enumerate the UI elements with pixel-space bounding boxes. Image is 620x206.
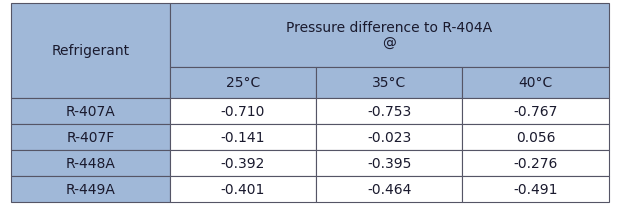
Bar [463,176,609,202]
Text: -0.276: -0.276 [513,156,558,170]
Text: 35°C: 35°C [372,76,406,90]
Bar [11,98,169,124]
Text: -0.141: -0.141 [221,130,265,144]
Bar [11,4,169,98]
Bar [11,124,169,150]
Bar [169,124,316,150]
Bar [11,150,169,176]
Text: -0.464: -0.464 [367,182,412,196]
Bar [316,176,463,202]
Bar [463,67,609,98]
Bar [169,98,316,124]
Bar [463,98,609,124]
Text: 25°C: 25°C [226,76,260,90]
Bar [169,67,316,98]
Bar [169,176,316,202]
Text: -0.395: -0.395 [367,156,412,170]
Text: R-407A: R-407A [66,104,115,118]
Text: Refrigerant: Refrigerant [51,44,130,58]
Text: R-448A: R-448A [66,156,115,170]
Bar [169,150,316,176]
Bar [463,150,609,176]
Bar [316,67,463,98]
Text: 40°C: 40°C [518,76,553,90]
Text: -0.767: -0.767 [513,104,558,118]
Bar [463,124,609,150]
Text: 0.056: 0.056 [516,130,556,144]
Text: R-449A: R-449A [66,182,115,196]
Text: -0.023: -0.023 [367,130,411,144]
Bar [316,150,463,176]
Text: -0.710: -0.710 [221,104,265,118]
Text: -0.392: -0.392 [221,156,265,170]
Bar [316,124,463,150]
Bar [316,98,463,124]
Text: -0.753: -0.753 [367,104,411,118]
Text: -0.401: -0.401 [221,182,265,196]
Bar [169,4,609,67]
Text: Pressure difference to R-404A
@: Pressure difference to R-404A @ [286,20,492,50]
Text: -0.491: -0.491 [513,182,558,196]
Bar [11,176,169,202]
Text: R-407F: R-407F [66,130,115,144]
